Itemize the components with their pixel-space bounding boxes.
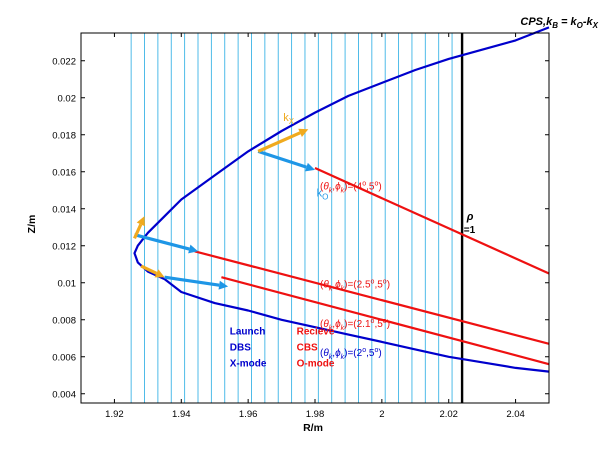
kx-arrow <box>257 131 301 153</box>
kx-arrow-head <box>136 216 145 227</box>
ko-label: kO <box>317 188 329 202</box>
ko-arrow <box>257 149 307 169</box>
ko-arrow <box>164 275 220 287</box>
launch-line-2: DBS <box>230 343 251 354</box>
y-axis-label: Z/m <box>26 215 38 234</box>
recieve-annotation: Recieve CBS O-mode <box>297 327 335 370</box>
x-axis-label: R/m <box>303 422 323 434</box>
rho-value-label: =1 <box>464 225 476 236</box>
kx-arrow-head <box>298 128 309 137</box>
y-tick-label: 0.02 <box>58 93 77 104</box>
ko-arrow-head <box>188 244 198 254</box>
x-tick-label: 2 <box>379 409 384 420</box>
launch-line-3: X-mode <box>230 359 267 370</box>
recieve-ray-line <box>314 167 550 275</box>
y-tick-label: 0.004 <box>52 389 76 400</box>
y-tick-label: 0.006 <box>52 352 76 363</box>
y-tick-label: 0.016 <box>52 167 76 178</box>
ko-arrow-head <box>305 162 315 172</box>
wavevector-arrows <box>133 128 315 290</box>
flux-surfaces <box>130 33 453 403</box>
y-tick-label: 0.008 <box>52 315 76 326</box>
y-tick-label: 0.012 <box>52 241 76 252</box>
kx-label: kX <box>283 112 295 126</box>
chart-title: CPS,kB = kO-kX <box>520 16 598 30</box>
recieve-line-3: O-mode <box>297 359 335 370</box>
x-tick-label: 1.96 <box>239 409 258 420</box>
y-tick-label: 0.018 <box>52 130 76 141</box>
x-axis-ticks: 1.92 1.94 1.96 1.98 2 2.02 2.04 <box>105 33 525 420</box>
kx-arrow <box>133 223 143 240</box>
recieve-ray-line <box>194 250 550 345</box>
y-tick-label: 0.022 <box>52 56 76 67</box>
recieve-line-1: Recieve <box>297 327 335 338</box>
y-axis-ticks: 0.004 0.006 0.008 0.01 0.012 0.014 0.016 0.018 0… <box>52 56 549 400</box>
x-tick-label: 1.98 <box>306 409 325 420</box>
recieve-ray-line <box>221 276 550 366</box>
recieve-line-2: CBS <box>297 343 318 354</box>
kx-arrow-head <box>154 269 165 278</box>
x-tick-label: 1.94 <box>172 409 191 420</box>
launch-ray-curve <box>133 26 550 373</box>
ray-label-2-5: (θk,ϕk)=(2o,5o) <box>320 347 382 361</box>
launch-annotation: Launch DBS X-mode <box>230 327 267 370</box>
y-tick-label: 0.014 <box>52 204 76 215</box>
x-tick-label: 2.02 <box>439 409 458 420</box>
ko-arrow <box>134 233 190 251</box>
ray-label-2-5-5: (θk,ϕk)=(2.5o,5o) <box>320 278 390 292</box>
x-tick-label: 2.04 <box>506 409 525 420</box>
series <box>133 26 550 373</box>
kx-arrow <box>140 264 158 275</box>
ray-label-4-5: (θk,ϕk)=(4o,5o) <box>320 180 382 194</box>
rho-label: ρ <box>466 211 474 223</box>
ko-arrow-head <box>218 280 229 290</box>
x-tick-label: 1.92 <box>105 409 124 420</box>
launch-line-1: Launch <box>230 327 266 338</box>
y-tick-label: 0.01 <box>58 278 77 289</box>
